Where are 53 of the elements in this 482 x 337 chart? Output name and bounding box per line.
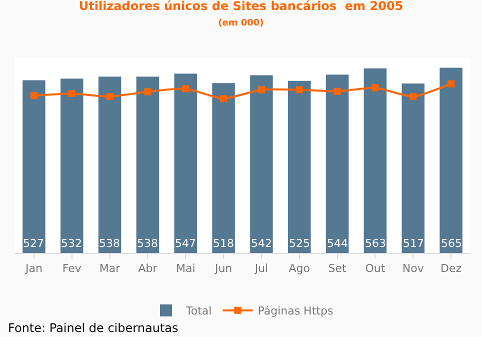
point [106, 93, 114, 100]
point [182, 85, 190, 92]
point [144, 88, 152, 96]
point [410, 93, 417, 100]
bar [22, 80, 46, 253]
data-label: 538 [137, 237, 158, 250]
data-label: 525 [289, 237, 310, 250]
bar [364, 68, 387, 253]
x-tick-label: Mar [99, 262, 121, 276]
point [68, 90, 76, 98]
bar [174, 74, 197, 253]
bar [440, 68, 462, 253]
x-tick-label: Nov [402, 262, 424, 276]
bar [326, 74, 349, 253]
bar [288, 80, 311, 253]
x-tick-label: Jul [254, 262, 268, 276]
data-label: 547 [175, 237, 196, 250]
point [258, 86, 265, 94]
legend-label: Total [185, 304, 212, 318]
bar [402, 83, 424, 253]
data-label: 538 [99, 237, 120, 250]
chart-title: Utilizadores únicos de Sites bancários em 2005 [78, 0, 404, 14]
legend-label: Páginas Https [258, 304, 334, 318]
x-tick-label: Jun [214, 262, 232, 276]
data-label: 563 [365, 237, 386, 250]
point [296, 86, 303, 94]
point [372, 84, 379, 92]
data-label: 544 [327, 237, 348, 250]
x-tick-label: Out [365, 262, 386, 276]
chart-subtitle: (em 000) [218, 18, 264, 29]
x-tick-label: Fev [62, 262, 82, 276]
point [30, 92, 38, 100]
bar [60, 78, 84, 253]
x-tick-label: Ago [288, 262, 310, 276]
x-tick-label: Set [328, 262, 347, 276]
data-label: 542 [251, 237, 272, 250]
data-label: 532 [61, 237, 82, 250]
data-label: 565 [441, 237, 462, 250]
x-tick-label: Mai [176, 262, 196, 276]
source-note: Fonte: Painel de cibernautas [8, 321, 178, 335]
bar [98, 76, 122, 253]
bar [250, 75, 273, 253]
data-label: 517 [403, 237, 424, 250]
point [334, 88, 341, 95]
x-tick-label: Jan [24, 262, 42, 276]
point [220, 95, 228, 102]
x-tick-label: Dez [440, 262, 462, 276]
point [448, 80, 455, 88]
bar [136, 76, 160, 253]
x-tick-label: Abr [138, 262, 158, 276]
bar [212, 83, 235, 253]
data-label: 518 [213, 237, 234, 250]
data-label: 527 [23, 237, 44, 250]
